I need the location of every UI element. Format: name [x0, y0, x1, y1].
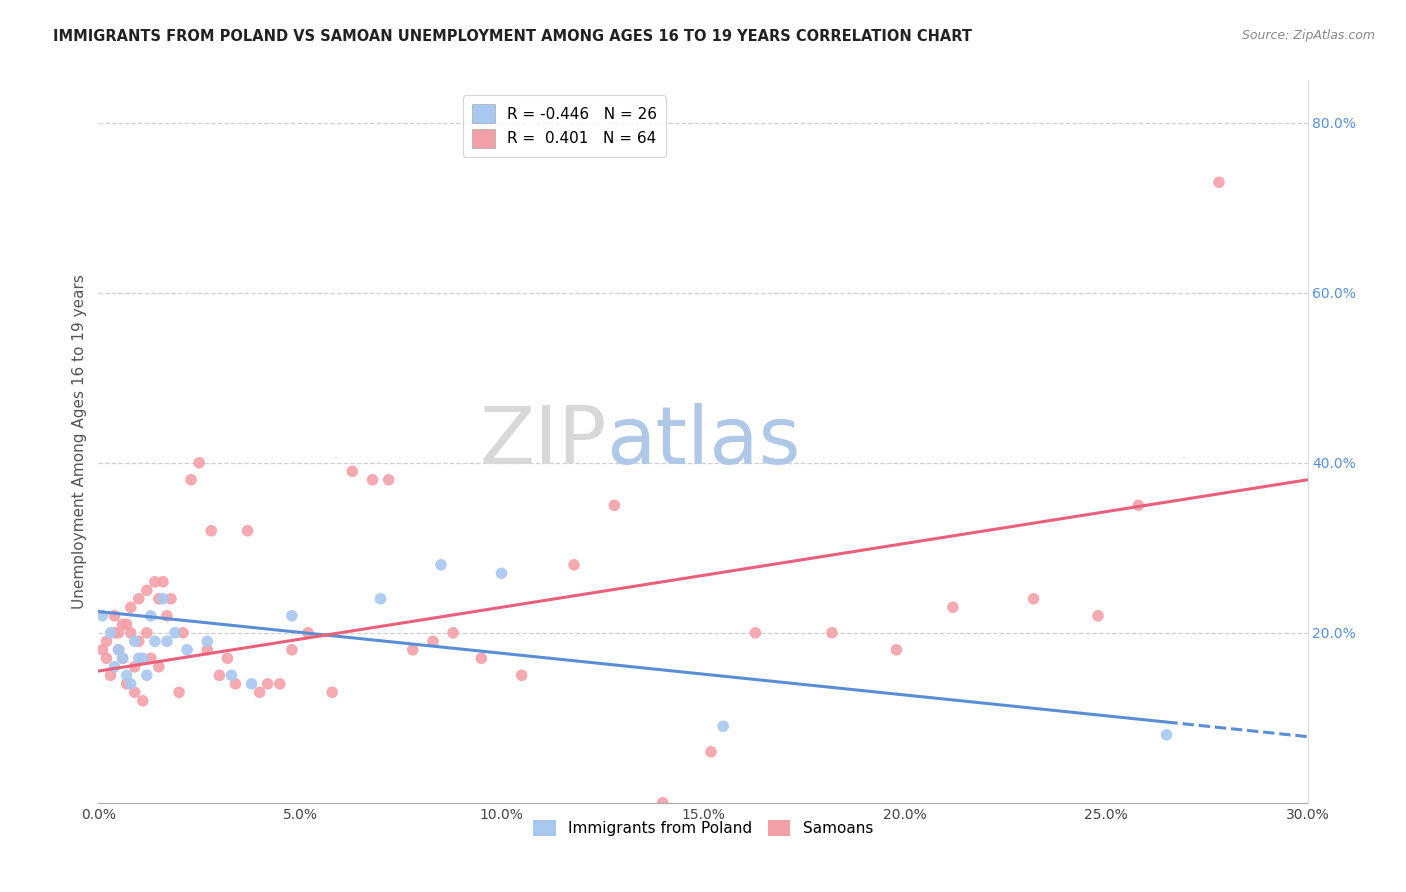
Point	[96, 634, 118, 648]
Point	[139, 651, 162, 665]
Point	[143, 574, 166, 589]
Text: atlas: atlas	[606, 402, 800, 481]
Legend: Immigrants from Poland, Samoans: Immigrants from Poland, Samoans	[527, 814, 879, 842]
Point	[297, 625, 319, 640]
Point	[700, 745, 723, 759]
Point	[821, 625, 844, 640]
Point	[107, 642, 129, 657]
Point	[886, 642, 908, 657]
Point	[148, 660, 170, 674]
Point	[377, 473, 399, 487]
Point	[91, 642, 114, 657]
Point	[135, 668, 157, 682]
Point	[1087, 608, 1109, 623]
Point	[128, 651, 150, 665]
Point	[103, 660, 125, 674]
Point	[107, 625, 129, 640]
Point	[160, 591, 183, 606]
Point	[148, 591, 170, 606]
Point	[135, 625, 157, 640]
Point	[562, 558, 585, 572]
Point	[217, 651, 239, 665]
Point	[249, 685, 271, 699]
Point	[152, 591, 174, 606]
Point	[441, 625, 464, 640]
Text: ZIP: ZIP	[479, 402, 606, 481]
Point	[96, 651, 118, 665]
Point	[115, 677, 138, 691]
Point	[1208, 175, 1230, 189]
Point	[124, 634, 146, 648]
Point	[1022, 591, 1045, 606]
Point	[163, 625, 186, 640]
Point	[111, 651, 134, 665]
Point	[430, 558, 453, 572]
Point	[156, 634, 179, 648]
Point	[103, 625, 125, 640]
Point	[111, 651, 134, 665]
Point	[152, 574, 174, 589]
Point	[195, 642, 218, 657]
Point	[370, 591, 392, 606]
Point	[103, 608, 125, 623]
Point	[236, 524, 259, 538]
Point	[224, 677, 246, 691]
Point	[321, 685, 343, 699]
Point	[124, 685, 146, 699]
Point	[422, 634, 444, 648]
Point	[651, 796, 673, 810]
Point	[156, 608, 179, 623]
Point	[124, 660, 146, 674]
Point	[470, 651, 492, 665]
Point	[188, 456, 211, 470]
Point	[135, 583, 157, 598]
Point	[269, 677, 291, 691]
Point	[128, 634, 150, 648]
Point	[221, 668, 243, 682]
Point	[115, 668, 138, 682]
Point	[172, 625, 194, 640]
Point	[240, 677, 263, 691]
Y-axis label: Unemployment Among Ages 16 to 19 years: Unemployment Among Ages 16 to 19 years	[72, 274, 87, 609]
Point	[281, 608, 304, 623]
Point	[491, 566, 513, 581]
Text: IMMIGRANTS FROM POLAND VS SAMOAN UNEMPLOYMENT AMONG AGES 16 TO 19 YEARS CORRELAT: IMMIGRANTS FROM POLAND VS SAMOAN UNEMPLO…	[53, 29, 973, 44]
Point	[1128, 498, 1150, 512]
Point	[208, 668, 231, 682]
Point	[342, 464, 364, 478]
Point	[1156, 728, 1178, 742]
Point	[100, 668, 122, 682]
Point	[128, 591, 150, 606]
Point	[200, 524, 222, 538]
Point	[711, 719, 734, 733]
Point	[111, 617, 134, 632]
Point	[167, 685, 190, 699]
Point	[107, 642, 129, 657]
Point	[120, 625, 142, 640]
Point	[132, 694, 155, 708]
Point	[120, 677, 142, 691]
Point	[139, 608, 162, 623]
Point	[402, 642, 425, 657]
Point	[180, 473, 202, 487]
Point	[91, 608, 114, 623]
Point	[603, 498, 626, 512]
Point	[942, 600, 965, 615]
Point	[115, 617, 138, 632]
Point	[744, 625, 766, 640]
Text: Source: ZipAtlas.com: Source: ZipAtlas.com	[1241, 29, 1375, 42]
Point	[361, 473, 384, 487]
Point	[100, 625, 122, 640]
Point	[143, 634, 166, 648]
Point	[132, 651, 155, 665]
Point	[176, 642, 198, 657]
Point	[510, 668, 533, 682]
Point	[120, 600, 142, 615]
Point	[195, 634, 218, 648]
Point	[281, 642, 304, 657]
Point	[256, 677, 278, 691]
